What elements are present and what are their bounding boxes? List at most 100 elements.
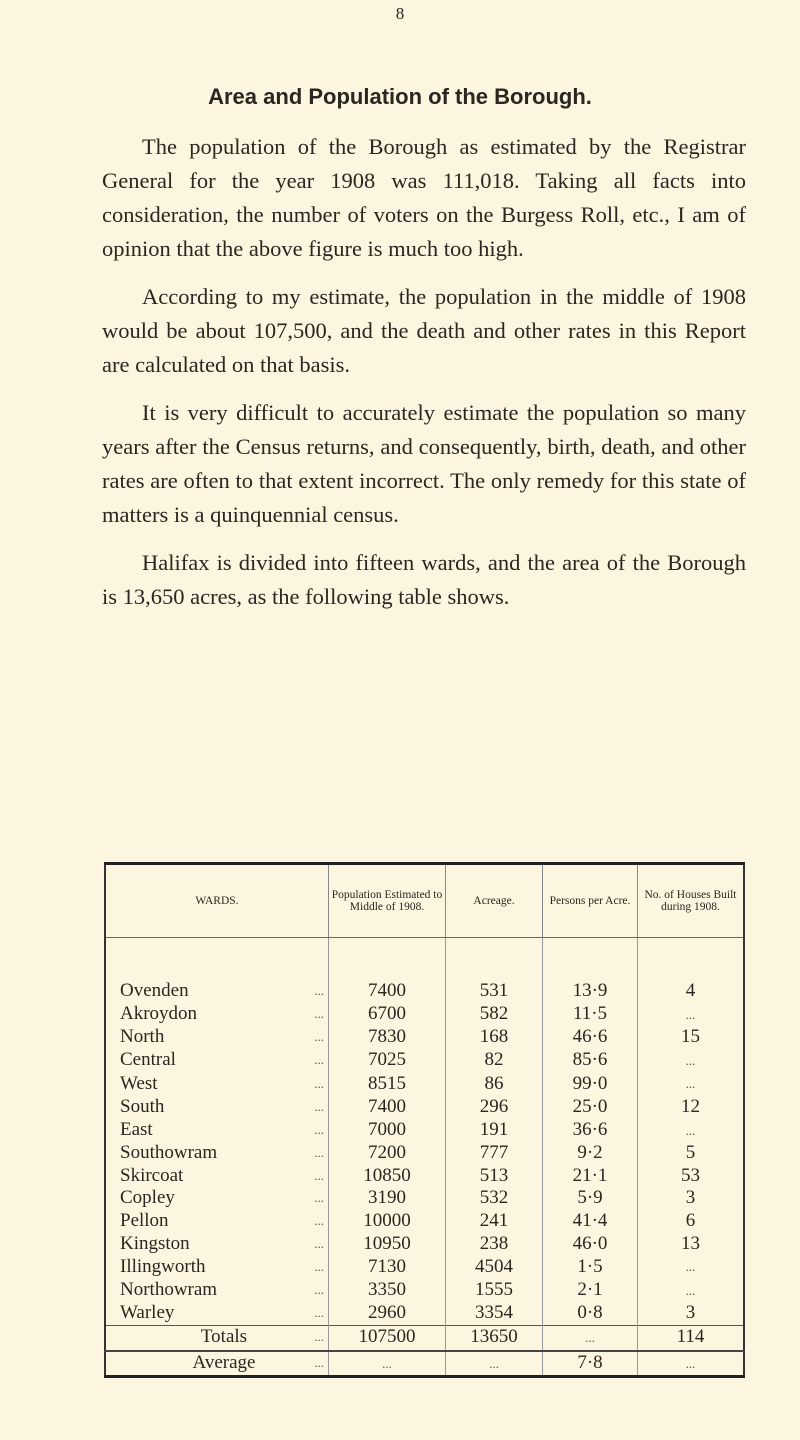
houses-built: ...	[637, 1118, 744, 1143]
cell-value: Illingworth	[120, 1255, 206, 1277]
cell-value: Average	[192, 1352, 256, 1373]
cell-value: 4504	[475, 1255, 513, 1277]
cell-value: 4	[685, 980, 696, 1001]
acreage: 82	[445, 1048, 543, 1073]
table-row: Pellon... 10000 241 41·4 6	[105, 1209, 744, 1233]
body-text: The population of the Borough as estimat…	[102, 130, 746, 628]
acreage: 168	[445, 1026, 543, 1049]
population: 7130	[328, 1255, 446, 1279]
table-row: Warley... 2960 3354 0·8 3	[105, 1302, 744, 1326]
houses-built: 12	[637, 1095, 744, 1119]
cell-value: 15	[681, 1026, 700, 1048]
cell-value: 41·4	[572, 1209, 608, 1231]
houses-built: 53	[637, 1164, 744, 1188]
leader-dots: ...	[314, 1305, 324, 1321]
cell-value: 191	[479, 1119, 509, 1141]
cell-value: Kingston	[120, 1232, 190, 1254]
col-header-acreage: Acreage.	[445, 863, 543, 938]
leader-dots: ...	[314, 1006, 324, 1022]
cell-value: 531	[479, 980, 509, 1001]
cell-value: 7200	[368, 1142, 406, 1164]
population: 7400	[328, 1095, 446, 1119]
cell-value: 7025	[368, 1049, 406, 1071]
ward-name: North...	[105, 1026, 329, 1049]
houses-built: ...	[637, 1072, 744, 1096]
leader-dots: ...	[314, 1258, 324, 1274]
acreage: 191	[445, 1118, 543, 1143]
houses-built: 3	[637, 1187, 744, 1210]
ward-name: Kingston...	[105, 1233, 329, 1256]
ward-name: Illingworth...	[105, 1255, 329, 1279]
persons-per-acre: 11·5	[542, 1002, 638, 1027]
cell-value: 8515	[368, 1072, 406, 1094]
cell-value: 6	[685, 1209, 696, 1231]
acreage: 86	[445, 1072, 543, 1096]
ward-name: West...	[105, 1072, 329, 1096]
cell-value: 86	[484, 1072, 504, 1094]
paragraph: The population of the Borough as estimat…	[102, 134, 746, 261]
cell-value: Akroydon	[120, 1003, 198, 1025]
cell-value: 5	[685, 1142, 696, 1164]
cell-value: East	[120, 1119, 153, 1141]
table-row: Illingworth... 7130 4504 1·5...	[105, 1255, 744, 1279]
persons-per-acre: 9·2	[542, 1142, 638, 1165]
leader-dots: ...	[314, 1075, 324, 1091]
cell-value: 1·5	[577, 1255, 603, 1277]
cell-value: 7000	[368, 1119, 406, 1141]
cell-value: ...	[685, 1355, 696, 1371]
cell-value: 3	[685, 1187, 696, 1209]
table-row: Kingston... 10950 238 46·0 13	[105, 1232, 744, 1256]
cell-value: Totals	[200, 1326, 248, 1348]
persons-per-acre: 99·0	[542, 1072, 638, 1096]
cell-value: 3350	[368, 1279, 406, 1301]
population: 2960	[328, 1302, 446, 1326]
leader-dots: ...	[314, 1212, 324, 1228]
houses-built: ...	[637, 1002, 744, 1027]
acreage: 582	[445, 1002, 543, 1027]
houses-built: ...	[637, 1048, 744, 1073]
persons-per-acre: 0·8	[542, 1302, 638, 1326]
houses-built: ...	[637, 1255, 744, 1279]
cell-value: 107500	[358, 1326, 416, 1348]
population: 10000	[328, 1209, 446, 1233]
cell-value: 0·8	[577, 1302, 603, 1324]
cell-value: ...	[685, 1122, 696, 1138]
population: 10950	[328, 1232, 446, 1256]
table-header-row: WARDS. Population Estimated to Middle of…	[105, 863, 744, 938]
paragraph: According to my estimate, the population…	[102, 284, 746, 377]
acreage: ...	[445, 1349, 543, 1377]
persons-per-acre: 25·0	[542, 1095, 638, 1119]
cell-value: 10850	[363, 1164, 411, 1186]
ward-name: Warley...	[105, 1302, 329, 1325]
col-header-persons-per-acre: Persons per Acre.	[542, 863, 638, 938]
acreage: 3354	[445, 1302, 543, 1326]
acreage: 532	[445, 1187, 543, 1210]
leader-dots: ...	[314, 1145, 324, 1161]
col-header-population: Population Estimated to Middle of 1908.	[328, 863, 446, 938]
cell-value: Southowram	[120, 1142, 218, 1164]
cell-value: 7830	[368, 1026, 406, 1048]
cell-value: ...	[685, 1282, 696, 1298]
cell-value: 532	[479, 1187, 509, 1209]
cell-value: 168	[479, 1026, 509, 1048]
page-number: 8	[395, 4, 405, 23]
population: ...	[328, 1349, 446, 1377]
leader-dots: ...	[314, 1235, 324, 1251]
persons-per-acre: 5·9	[542, 1187, 638, 1210]
cell-value: 241	[479, 1209, 509, 1231]
population: 3190	[328, 1187, 446, 1210]
cell-value: 13	[681, 1232, 700, 1254]
ward-name: Pellon...	[105, 1210, 329, 1233]
table-row: East... 7000 191 36·6...	[105, 1118, 744, 1143]
cell-value: ...	[685, 1052, 696, 1068]
cell-value: 513	[479, 1164, 509, 1186]
population: 7000	[328, 1118, 446, 1143]
cell-value: ...	[489, 1355, 499, 1371]
leader-dots: ...	[314, 1098, 324, 1114]
cell-value: 7400	[368, 980, 406, 1001]
acreage: 296	[445, 1095, 543, 1119]
cell-value: 3190	[368, 1187, 406, 1209]
ward-name: Ovenden...	[105, 938, 329, 1003]
average-row: Average......... 7·8...	[105, 1349, 744, 1377]
cell-value: 2·1	[577, 1279, 603, 1301]
